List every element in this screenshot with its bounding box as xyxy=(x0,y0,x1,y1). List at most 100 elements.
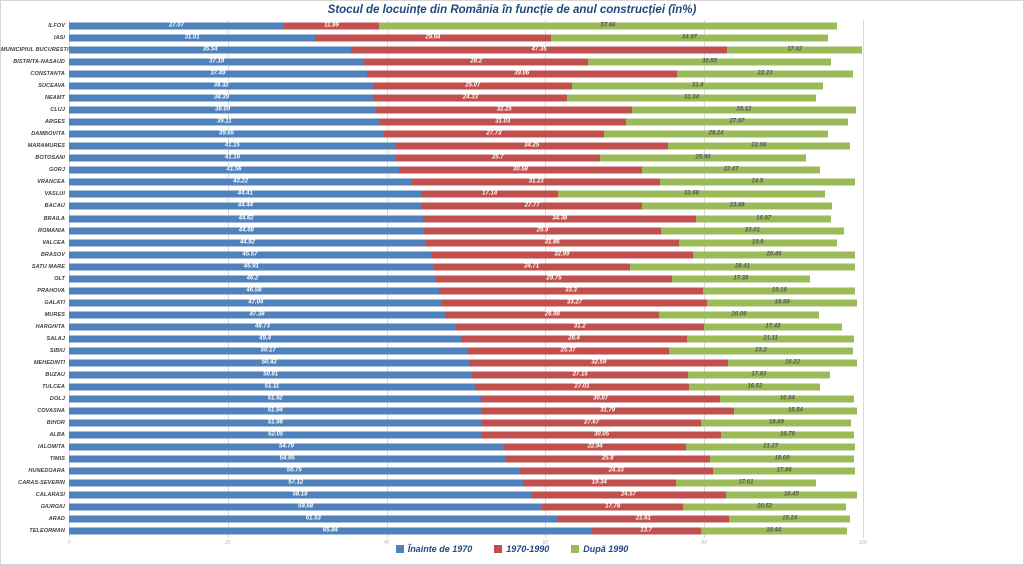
value-label: 27.01 xyxy=(574,383,590,390)
bar-segment-before-1970: 54.79 xyxy=(69,443,505,451)
bar-segment-after-1990: 22.23 xyxy=(676,70,854,78)
value-label: 50.81 xyxy=(263,371,279,378)
category-label: MEHEDINTI xyxy=(33,359,65,366)
category-label: MARAMURES xyxy=(27,143,65,150)
value-label: 28.24 xyxy=(708,130,724,137)
bar-row: TELEORMAN 65.84 13.7 18.44 xyxy=(1,525,1023,537)
bar-segment-after-1990: 22.47 xyxy=(641,166,821,174)
value-label: 17.61 xyxy=(738,479,754,486)
bar-row: HARGHITA 48.73 31.2 17.45 xyxy=(1,321,1023,333)
value-label: 17.14 xyxy=(482,190,498,197)
bar-segment-1970-1990: 30.07 xyxy=(481,395,720,403)
category-label: MURES xyxy=(44,311,65,318)
bar-segment-1970-1990: 30.05 xyxy=(482,431,721,439)
bar-segment-before-1970: 65.84 xyxy=(69,527,592,535)
bar-row: SIBIU 50.17 25.37 23.2 xyxy=(1,345,1023,357)
category-label: BUZAU xyxy=(45,371,65,378)
bar-segment-before-1970: 39.65 xyxy=(69,130,384,138)
value-label: 38.32 xyxy=(213,82,229,89)
stacked-bar: 50.17 25.37 23.2 xyxy=(69,347,853,355)
bar-segment-before-1970: 59.58 xyxy=(69,503,543,511)
value-label: 16.78 xyxy=(779,431,795,438)
value-label: 18.89 xyxy=(768,419,784,426)
value-label: 22.94 xyxy=(587,443,603,450)
bar-segment-before-1970: 51.92 xyxy=(69,395,482,403)
value-label: 24.33 xyxy=(608,467,624,474)
bar-segment-1970-1990: 32.59 xyxy=(469,359,729,367)
bar-segment-1970-1990: 24.33 xyxy=(373,94,567,102)
bar-segment-after-1990: 28.24 xyxy=(603,130,829,138)
bar-segment-1970-1990: 24.57 xyxy=(530,491,727,499)
value-label: 24.71 xyxy=(524,263,540,270)
x-axis-tick-label: 60 xyxy=(542,540,549,546)
bar-segment-1970-1990: 27.15 xyxy=(472,371,688,379)
value-label: 16.45 xyxy=(783,491,799,498)
bar-segment-after-1990: 18.89 xyxy=(701,419,852,427)
stacked-bar: 37.49 39.06 22.23 xyxy=(69,70,854,78)
bar-segment-before-1970: 44.41 xyxy=(69,190,422,198)
bar-segment-after-1990: 18.99 xyxy=(706,299,858,307)
bar-segment-after-1990: 34.97 xyxy=(550,34,829,42)
category-label: OLT xyxy=(54,275,65,282)
stacked-bar: 51.11 27.01 16.52 xyxy=(69,383,821,391)
bar-row: BRAILA 44.62 34.38 16.97 xyxy=(1,213,1023,225)
category-label: VASLUI xyxy=(44,191,65,198)
value-label: 41.15 xyxy=(224,142,240,149)
bar-row: IALOMITA 54.79 22.94 21.27 xyxy=(1,441,1023,453)
value-label: 31.01 xyxy=(184,34,200,41)
value-label: 45.91 xyxy=(243,263,259,270)
value-label: 15.24 xyxy=(782,515,798,522)
legend-label: 1970-1990 xyxy=(506,544,550,554)
bar-segment-before-1970: 47.04 xyxy=(69,299,443,307)
bar-segment-before-1970: 27.07 xyxy=(69,22,284,30)
stacked-bar: 51.92 30.07 16.94 xyxy=(69,395,855,403)
value-label: 16.52 xyxy=(747,383,763,390)
stacked-bar: 41.16 25.7 25.96 xyxy=(69,154,806,162)
stacked-bar: 54.95 25.8 18.09 xyxy=(69,455,854,463)
value-label: 33.3 xyxy=(565,287,577,294)
value-label: 39.11 xyxy=(216,118,232,125)
value-label: 59.58 xyxy=(298,503,314,510)
bar-segment-after-1990: 28.41 xyxy=(629,263,856,271)
value-label: 13.7 xyxy=(640,527,652,534)
value-label: 30.07 xyxy=(593,395,609,402)
value-label: 57.12 xyxy=(288,479,304,486)
bar-segment-1970-1990: 34.38 xyxy=(423,215,697,223)
bar-row: VRANCEA 43.22 31.23 24.5 xyxy=(1,176,1023,188)
bar-row: VASLUI 44.41 17.14 33.68 xyxy=(1,188,1023,200)
chart-title: Stocul de locuințe din România în funcți… xyxy=(327,4,697,16)
category-label: SUCEAVA xyxy=(38,83,65,90)
bar-segment-after-1990: 19.9 xyxy=(678,239,837,247)
bar-row: CLUJ 38.69 32.25 28.12 xyxy=(1,104,1023,116)
bar-segment-after-1990: 17.61 xyxy=(676,479,816,487)
bar-segment-after-1990: 15.24 xyxy=(729,515,851,523)
stacked-bar: 51.94 31.79 15.54 xyxy=(69,407,858,415)
category-label: GALATI xyxy=(44,299,65,306)
bar-segment-after-1990: 23.01 xyxy=(661,227,844,235)
value-label: 44.92 xyxy=(239,239,255,246)
value-label: 56.75 xyxy=(286,467,302,474)
bar-row: TULCEA 51.11 27.01 16.52 xyxy=(1,381,1023,393)
value-label: 30.05 xyxy=(594,431,610,438)
value-label: 26.98 xyxy=(544,311,560,318)
bar-row: PRAHOVA 46.58 33.3 19.16 xyxy=(1,285,1023,297)
bar-segment-1970-1990: 29.9 xyxy=(423,227,662,235)
bar-row: GIURGIU 59.58 17.78 20.52 xyxy=(1,501,1023,513)
bar-row: BOTOSANI 41.16 25.7 25.96 xyxy=(1,152,1023,164)
stacked-bar: 47.38 26.98 20.06 xyxy=(69,311,819,319)
category-label: HUNEDOARA xyxy=(28,468,65,475)
value-label: 50.42 xyxy=(261,359,277,366)
x-axis-tick-label: 40 xyxy=(383,540,390,546)
stacked-bar: 49.4 28.4 21.11 xyxy=(69,335,855,343)
legend-item: Înainte de 1970 xyxy=(395,544,472,554)
bar-segment-before-1970: 44.62 xyxy=(69,215,424,223)
bar-segment-before-1970: 45.57 xyxy=(69,251,431,259)
bar-row: GALATI 47.04 33.27 18.99 xyxy=(1,297,1023,309)
bar-segment-before-1970: 49.4 xyxy=(69,335,462,343)
bar-row: DAMBOVITA 39.65 27.73 28.24 xyxy=(1,128,1023,140)
bar-segment-1970-1990: 29.75 xyxy=(435,275,673,283)
value-label: 21.27 xyxy=(763,443,779,450)
bar-segment-before-1970: 56.75 xyxy=(69,467,520,475)
value-label: 54.95 xyxy=(279,455,295,462)
stacked-bar: 39.11 31.03 27.97 xyxy=(69,118,848,126)
